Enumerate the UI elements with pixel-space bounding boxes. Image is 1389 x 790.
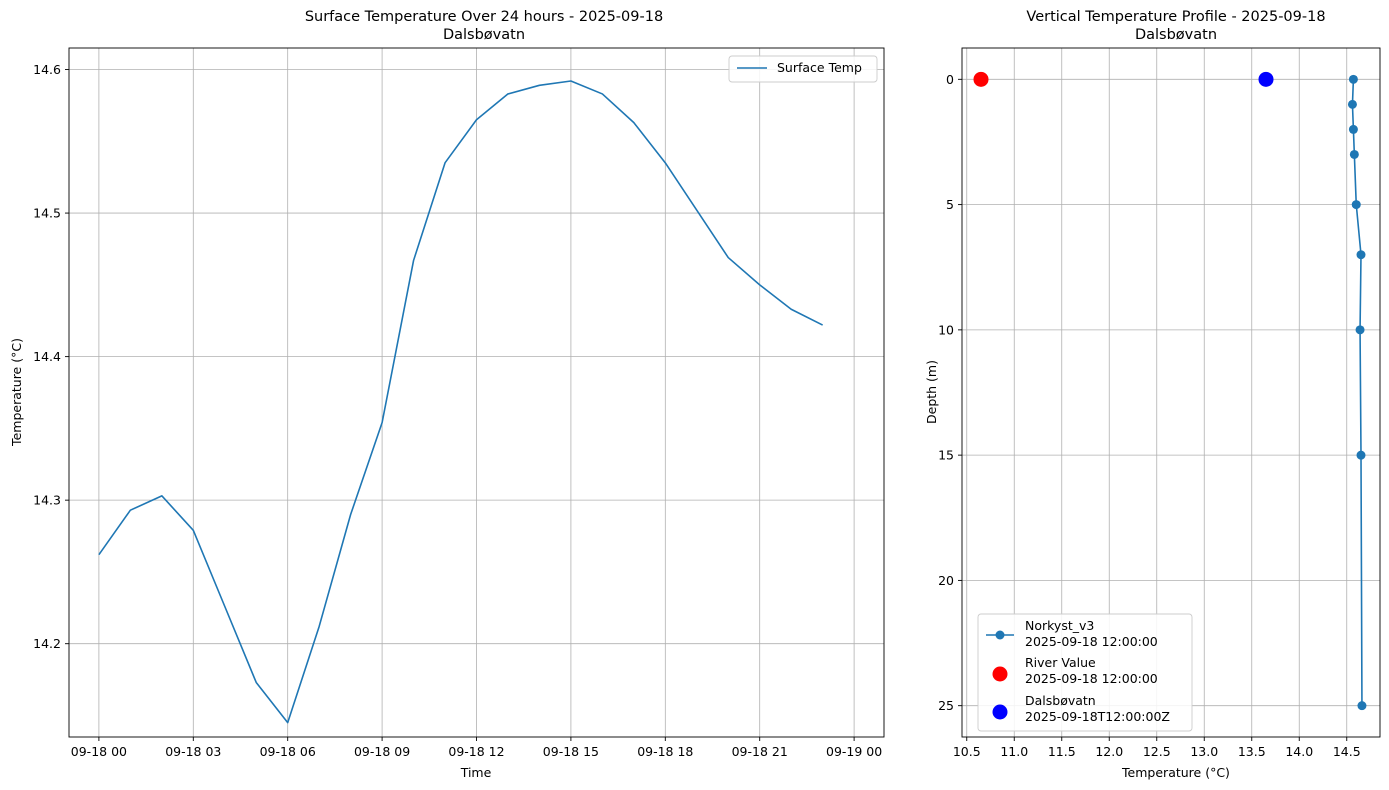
chart-title: Vertical Temperature Profile - 2025-09-1… [1026, 9, 1325, 25]
legend-box [728, 55, 878, 83]
x-tick-label: 10.5 [953, 744, 981, 759]
legend-label-norkyst-time: 2025-09-18 12:00:00 [1025, 634, 1158, 649]
y-tick-label: 25 [938, 698, 954, 713]
legend-label-dalsbovatn-time: 2025-09-18T12:00:00Z [1025, 709, 1170, 724]
y-tick-label: 14.3 [33, 493, 61, 508]
y-tick-label: 14.5 [33, 206, 61, 221]
y-tick-label: 14.6 [33, 62, 61, 77]
legend-marker-dalsbovatn [992, 704, 1008, 720]
legend-box [977, 613, 1193, 732]
x-tick-label: 12.5 [1143, 744, 1171, 759]
x-tick-label: 09-19 00 [826, 744, 882, 759]
y-tick-label: 0 [946, 72, 954, 87]
x-tick-label: 09-18 18 [637, 744, 693, 759]
chart-title: Surface Temperature Over 24 hours - 2025… [305, 9, 663, 25]
legend-label-norkyst: Norkyst_v3 [1025, 618, 1094, 633]
axis-ticks: 10.5 11.0 11.5 12.0 12.5 13.0 13.5 14.0 14.5 0 5 10… [938, 72, 1361, 759]
point-norkyst-v3 [1349, 149, 1359, 159]
y-axis-label: Temperature (°C) [9, 338, 24, 447]
plot-frame [961, 47, 1381, 738]
x-axis-label: Temperature (°C) [1121, 765, 1230, 780]
point-norkyst-v3 [1357, 701, 1367, 711]
point-norkyst-v3 [1348, 124, 1358, 134]
x-tick-label: 09-18 09 [354, 744, 410, 759]
legend-label-surface-temp: Surface Temp [777, 60, 862, 75]
x-axis-label: Time [460, 765, 492, 780]
x-tick-label: 09-18 21 [732, 744, 788, 759]
y-tick-label: 5 [946, 197, 954, 212]
x-tick-label: 09-18 06 [260, 744, 316, 759]
chart-subtitle: Dalsbøvatn [443, 27, 525, 43]
point-norkyst-v3 [1348, 74, 1358, 84]
vertical-profile-chart: Vertical Temperature Profile - 2025-09-1… [924, 9, 1381, 780]
y-axis-label: Depth (m) [924, 360, 939, 424]
y-tick-label: 14.4 [33, 349, 61, 364]
point-river-value [973, 71, 989, 87]
x-tick-label: 13.0 [1190, 744, 1218, 759]
point-norkyst-v3 [1347, 99, 1357, 109]
x-tick-label: 09-18 12 [448, 744, 504, 759]
legend-marker-river-value [992, 666, 1008, 682]
x-tick-label: 11.5 [1048, 744, 1076, 759]
y-tick-label: 15 [938, 448, 954, 463]
plot-data [98, 80, 823, 724]
legend-label-dalsbovatn: Dalsbøvatn [1025, 693, 1096, 708]
x-tick-label: 14.0 [1285, 744, 1313, 759]
surface-temperature-chart: Surface Temperature Over 24 hours - 2025… [9, 9, 885, 780]
x-tick-label: 09-18 03 [165, 744, 221, 759]
x-tick-label: 09-18 00 [71, 744, 127, 759]
point-dalsb-vatn [1258, 71, 1274, 87]
legend-label-river-value-time: 2025-09-18 12:00:00 [1025, 671, 1158, 686]
point-norkyst-v3 [1356, 450, 1366, 460]
plot-data [973, 71, 1367, 711]
legend: Norkyst_v3 2025-09-18 12:00:00 River Val… [977, 613, 1193, 732]
x-tick-label: 12.0 [1095, 744, 1123, 759]
point-norkyst-v3 [1356, 250, 1366, 260]
y-tick-label: 14.2 [33, 636, 61, 651]
x-tick-label: 09-18 15 [543, 744, 599, 759]
point-norkyst-v3 [1351, 200, 1361, 210]
x-tick-label: 11.0 [1000, 744, 1028, 759]
legend: Surface Temp [728, 55, 878, 83]
y-tick-label: 10 [938, 322, 954, 337]
chart-subtitle: Dalsbøvatn [1135, 27, 1217, 43]
y-tick-label: 20 [938, 573, 954, 588]
series-line-surface-temp [98, 80, 823, 724]
legend-marker-norkyst [995, 630, 1005, 640]
axis-ticks: 09-18 00 09-18 03 09-18 06 09-18 09 09-18 12… [33, 62, 882, 759]
x-tick-label: 14.5 [1333, 744, 1361, 759]
point-norkyst-v3 [1355, 325, 1365, 335]
x-tick-label: 13.5 [1238, 744, 1266, 759]
legend-label-river-value: River Value [1025, 655, 1096, 670]
